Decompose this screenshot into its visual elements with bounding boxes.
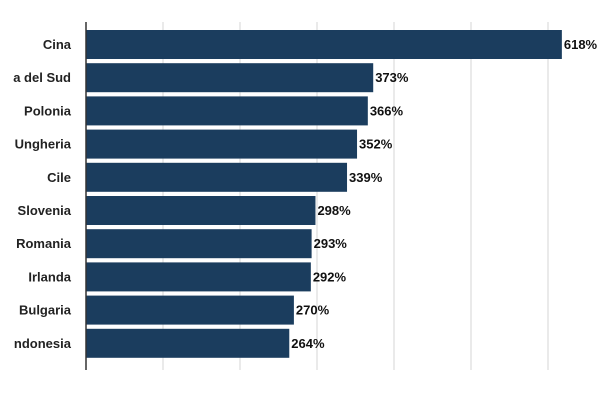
value-label-3: 352% (359, 137, 393, 152)
value-label-6: 293% (314, 236, 348, 251)
category-label-7: Irlanda (28, 269, 71, 284)
value-label-9: 264% (291, 336, 325, 351)
bar-4 (86, 162, 348, 192)
value-labels: 618% 373% 366% 352% 339% 298% 293% 292% 270% 264% (291, 37, 597, 351)
value-label-8: 270% (296, 303, 330, 318)
bar-7 (86, 262, 311, 292)
category-label-5: Slovenia (18, 203, 72, 218)
category-label-2: Polonia (24, 103, 72, 118)
category-label-8: Bulgaria (19, 303, 72, 318)
category-label-6: Romania (16, 236, 72, 251)
bar-6 (86, 229, 312, 259)
value-label-1: 373% (375, 70, 409, 85)
value-label-2: 366% (370, 103, 404, 118)
value-label-0: 618% (564, 37, 598, 52)
category-label-3: Ungheria (15, 137, 72, 152)
value-label-4: 339% (349, 170, 383, 185)
category-label-0: Cina (43, 37, 72, 52)
bar-2 (86, 96, 368, 126)
bar-0 (86, 30, 562, 59)
value-label-7: 292% (313, 269, 347, 284)
category-label-1: a del Sud (13, 70, 71, 85)
category-labels: Cina a del Sud Polonia Ungheria Cile Slovenia… (13, 37, 72, 351)
bar-8 (86, 295, 294, 325)
bar-9 (86, 328, 290, 358)
category-label-9: ndonesia (14, 336, 72, 351)
value-label-5: 298% (317, 203, 351, 218)
bars (86, 30, 562, 358)
bar-1 (86, 63, 374, 93)
bar-5 (86, 196, 316, 225)
category-label-4: Cile (47, 170, 71, 185)
bar-3 (86, 129, 358, 159)
